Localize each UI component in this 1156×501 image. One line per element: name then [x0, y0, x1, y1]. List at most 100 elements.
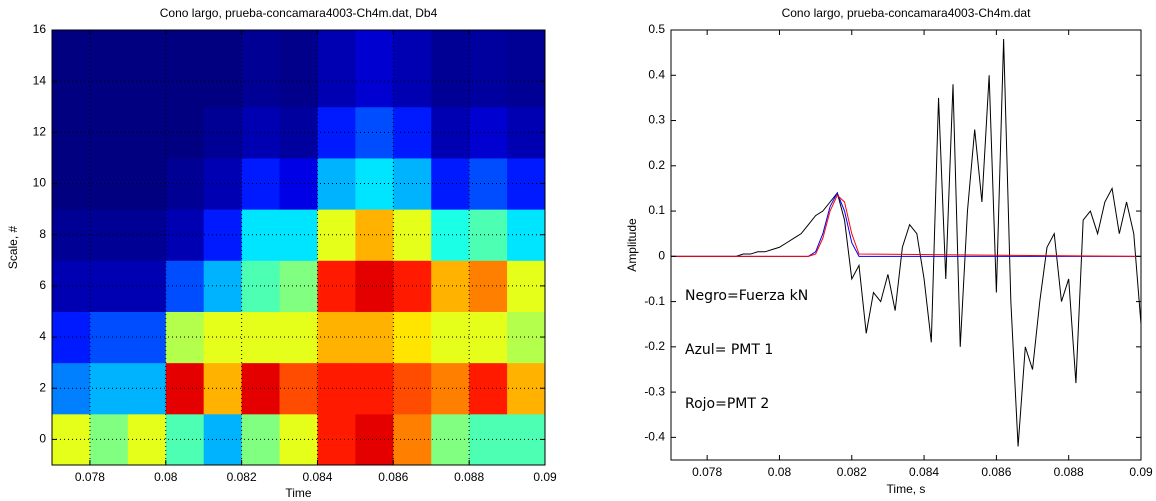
heat-cell [355, 413, 394, 466]
heat-cell [279, 260, 318, 312]
heat-cell [89, 260, 129, 312]
y-tick-label: -0.4 [644, 430, 665, 444]
heat-cell [431, 209, 470, 261]
heat-cell [52, 30, 91, 108]
axes-frame [670, 29, 1142, 461]
heat-cell [127, 260, 167, 312]
axes-frame [51, 29, 546, 466]
heat-cell [355, 106, 394, 159]
y-tick-label: 4 [39, 329, 46, 343]
heat-cell [393, 30, 432, 108]
heat-cell [203, 260, 243, 312]
heat-cell [431, 157, 470, 210]
heat-cell [127, 413, 167, 466]
heat-cell [89, 157, 129, 210]
heat-cell [127, 157, 167, 210]
x-tick-label: 0.082 [837, 465, 867, 479]
x-tick-label: 0.09 [1129, 465, 1153, 479]
heat-cell [355, 157, 394, 210]
x-tick-label: 0.08 [154, 470, 178, 484]
y-tick-label: 16 [33, 22, 47, 36]
heat-cell [507, 106, 546, 159]
x-tick-label: 0.084 [302, 470, 332, 484]
annotation: Negro=Fuerza kN [685, 288, 808, 304]
series-line [671, 191, 1141, 257]
heat-cell [203, 106, 243, 159]
y-tick-label: 0.5 [648, 22, 665, 36]
y-tick-label: -0.1 [644, 294, 665, 308]
heat-cell [203, 30, 243, 108]
heat-cell [203, 362, 243, 415]
chart-title: Cono largo, prueba-concamara4003-Ch4m.da… [160, 6, 438, 20]
heat-cell [279, 209, 318, 261]
heat-cell [355, 311, 394, 364]
series-line [671, 194, 1142, 257]
y-tick-label: 0.4 [648, 67, 665, 81]
y-tick-label: -0.2 [644, 339, 665, 353]
heat-cell [127, 209, 167, 261]
x-tick-label: 0.084 [909, 465, 939, 479]
heat-cell [507, 30, 546, 108]
heat-cell [89, 362, 129, 415]
heat-cell [89, 209, 129, 261]
x-tick-label: 0.088 [1054, 465, 1084, 479]
y-tick-label: 0.2 [648, 158, 665, 172]
annotation: Rojo=PMT 2 [685, 396, 769, 412]
heat-cell [279, 311, 318, 364]
heat-cell [203, 157, 243, 210]
y-tick-label: 0.3 [648, 113, 665, 127]
y-tick-label: 8 [39, 227, 46, 241]
x-tick-label: 0.08 [768, 465, 792, 479]
x-tick-label: 0.09 [533, 470, 557, 484]
chart-title: Cono largo, prueba-concamara4003-Ch4m.da… [782, 6, 1031, 20]
heat-cell [431, 260, 470, 312]
heat-cell [507, 362, 546, 415]
heat-cell [127, 30, 167, 108]
annotation: Azul= PMT 1 [685, 342, 773, 358]
heat-cell [89, 106, 129, 159]
y-tick-label: 0 [658, 248, 665, 262]
heat-cell [203, 209, 243, 261]
heat-cell [127, 362, 167, 415]
x-tick-label: 0.086 [378, 470, 408, 484]
heat-cell [279, 30, 318, 108]
heat-cell [165, 30, 205, 108]
heat-cell [279, 362, 318, 415]
heat-cell [431, 362, 470, 415]
heat-cell [127, 311, 167, 364]
x-tick-label: 0.088 [454, 470, 484, 484]
heat-cell [241, 30, 281, 108]
heat-cell [507, 413, 546, 466]
heat-cell [279, 106, 318, 159]
y-tick-label: 6 [39, 278, 46, 292]
heat-cell [469, 30, 508, 108]
heat-cell [317, 30, 356, 108]
x-axis-label: Time [285, 486, 312, 500]
heat-cell [431, 106, 470, 159]
heat-cell [507, 260, 546, 312]
heat-cell [431, 311, 470, 364]
y-axis-label: Amplitude [625, 218, 639, 272]
heat-cell [279, 413, 318, 466]
x-tick-label: 0.078 [75, 470, 105, 484]
heat-cell [279, 157, 318, 210]
heat-cell [203, 413, 243, 466]
series-line [671, 39, 1142, 447]
y-tick-label: 2 [39, 380, 46, 394]
heat-cell [89, 311, 129, 364]
heat-cell [355, 260, 394, 312]
heat-cell [431, 30, 470, 108]
y-tick-label: 10 [33, 176, 47, 190]
y-tick-label: 12 [33, 125, 47, 139]
heat-cell [127, 106, 167, 159]
x-tick-label: 0.086 [981, 465, 1011, 479]
y-tick-label: 14 [33, 73, 47, 87]
x-axis-label: Time, s [887, 482, 926, 496]
heat-cell [507, 311, 546, 364]
y-tick-label: 0 [39, 432, 46, 446]
heat-cell [203, 311, 243, 364]
y-tick-label: -0.3 [644, 384, 665, 398]
y-tick-label: 0.1 [648, 203, 665, 217]
heat-cell [89, 30, 129, 108]
